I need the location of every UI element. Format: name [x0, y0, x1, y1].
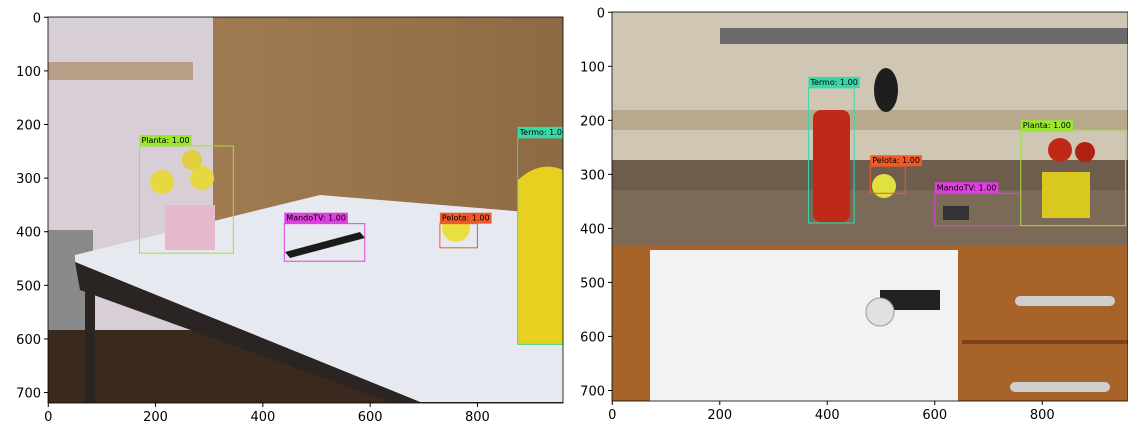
detection-label: Pelota: 1.00: [442, 214, 490, 223]
y-tick-label: 100: [16, 65, 41, 80]
right-photo: [612, 12, 1128, 401]
y-tick-label: 0: [33, 11, 41, 26]
detection-label: MandoTV: 1.00: [286, 214, 346, 223]
y-tick-label: 600: [580, 330, 605, 345]
x-tick-label: 400: [815, 408, 840, 423]
detection-label: MandoTV: 1.00: [937, 183, 997, 192]
y-tick-label: 300: [16, 172, 41, 187]
detection-label: Termo: 1.00: [809, 78, 857, 87]
y-tick-label: 0: [597, 6, 605, 21]
y-tick-label: 200: [580, 114, 605, 129]
figure: Planta: 1.00 MandoTV: 1.00 Pelota: 1.00 Ter…: [0, 0, 1128, 427]
detection-label: Planta: 1.00: [1023, 121, 1071, 130]
y-tick-label: 600: [16, 333, 41, 348]
y-tick-label: 100: [580, 60, 605, 75]
y-tick-label: 500: [580, 276, 605, 291]
x-tick-label: 200: [143, 410, 168, 425]
x-tick-label: 200: [707, 408, 732, 423]
detection-label: Pelota: 1.00: [872, 156, 920, 165]
detection-label: Planta: 1.00: [141, 136, 189, 145]
x-tick-label: 800: [1030, 408, 1055, 423]
left-photo: [48, 17, 563, 403]
y-tick-label: 300: [580, 168, 605, 183]
x-tick-label: 600: [922, 408, 947, 423]
x-tick-label: 800: [465, 410, 490, 425]
y-tick-label: 500: [16, 279, 41, 294]
x-tick-label: 600: [358, 410, 383, 425]
detection-label: Termo: 1.00: [519, 128, 567, 137]
y-tick-label: 400: [16, 226, 41, 241]
y-tick-label: 400: [580, 222, 605, 237]
x-tick-label: 0: [44, 410, 52, 425]
x-tick-label: 400: [250, 410, 275, 425]
y-tick-label: 700: [580, 384, 605, 399]
y-tick-label: 200: [16, 118, 41, 133]
y-tick-label: 700: [16, 387, 41, 402]
x-tick-label: 0: [608, 408, 616, 423]
